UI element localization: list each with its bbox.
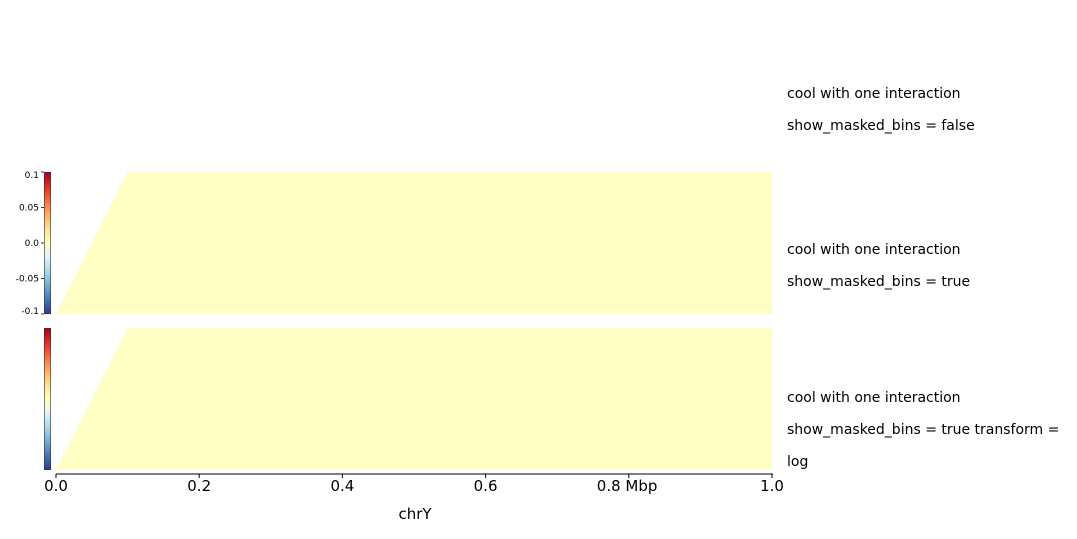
- track-label-2-line-1: cool with one interaction: [787, 242, 961, 258]
- x-tick-label: 0.6: [474, 477, 498, 495]
- track-panels: 0.1 0.05 0.0 -0.05 -0.1: [16, 171, 772, 470]
- track-label-3-line-1: cool with one interaction: [787, 390, 961, 406]
- colorbar-tick-label: 0.1: [25, 171, 39, 181]
- heatmap-area: [56, 172, 772, 314]
- x-axis: 0.0 0.2 0.4 0.6 0.8 Mbp 1.0 chrY: [44, 473, 784, 523]
- track-label-3-line-3: log: [787, 454, 809, 470]
- colorbar-tick-label: -0.05: [16, 275, 39, 285]
- colorbar: [44, 172, 51, 314]
- track-panel-3: [44, 328, 772, 470]
- x-tick-label: 0.2: [187, 477, 211, 495]
- heatmap-area: [56, 328, 772, 470]
- track-label-2: cool with one interaction show_masked_bi…: [787, 226, 1067, 306]
- colorbar: [44, 328, 51, 470]
- track-label-1: cool with one interaction show_masked_bi…: [787, 70, 1067, 150]
- colorbar-frame: [44, 328, 51, 470]
- x-tick-label: 0.4: [330, 477, 354, 495]
- colorbar-tick-label: -0.1: [21, 307, 39, 317]
- x-tick-label: 1.0: [760, 477, 784, 495]
- x-tick-label: 0.8 Mbp: [597, 477, 658, 495]
- track-label-1-line-1: cool with one interaction: [787, 86, 961, 102]
- track-panel-2: 0.1 0.05 0.0 -0.05 -0.1: [16, 171, 772, 317]
- x-axis-region-label: chrY: [398, 505, 432, 523]
- x-tick-label: 0.0: [44, 477, 68, 495]
- colorbar-tick-label: 0.0: [25, 239, 40, 249]
- colorbar-frame: [44, 172, 51, 314]
- track-label-1-line-2: show_masked_bins = false: [787, 118, 975, 134]
- colorbar-tick-label: 0.05: [19, 204, 39, 214]
- track-label-3-line-2: show_masked_bins = true transform =: [787, 422, 1060, 438]
- track-label-2-line-2: show_masked_bins = true: [787, 274, 971, 290]
- track-label-3: cool with one interaction show_masked_bi…: [787, 374, 1067, 486]
